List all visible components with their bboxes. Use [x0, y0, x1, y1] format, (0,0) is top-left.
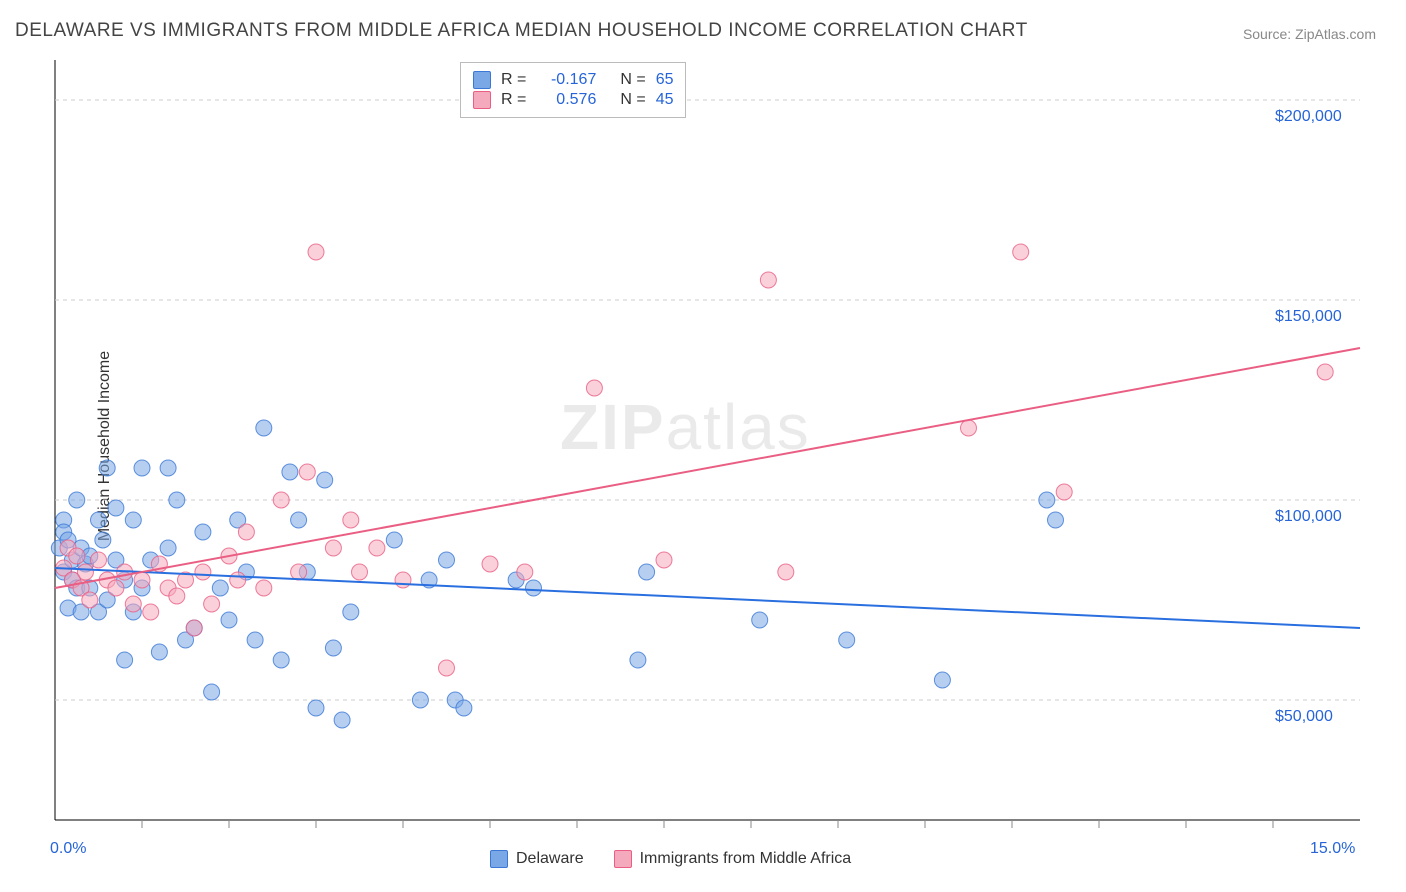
y-tick-label: $200,000 [1275, 108, 1342, 126]
legend-label: Delaware [516, 850, 584, 868]
n-label: N = [620, 71, 645, 89]
y-tick-label: $100,000 [1275, 508, 1342, 526]
series-swatch [473, 91, 491, 109]
correlation-stats-box: R = -0.167 N = 65 R = 0.576 N = 45 [460, 62, 686, 118]
x-max-label: 15.0% [1310, 840, 1355, 858]
legend-bottom: Delaware Immigrants from Middle Africa [490, 850, 851, 868]
n-value: 65 [656, 71, 674, 89]
legend-swatch [490, 850, 508, 868]
legend-swatch [614, 850, 632, 868]
n-label: N = [620, 91, 645, 109]
series-swatch [473, 71, 491, 89]
legend-label: Immigrants from Middle Africa [640, 850, 852, 868]
y-tick-label: $50,000 [1275, 708, 1333, 726]
n-value: 45 [656, 91, 674, 109]
y-tick-label: $150,000 [1275, 308, 1342, 326]
legend-item: Immigrants from Middle Africa [614, 850, 852, 868]
stats-row: R = 0.576 N = 45 [473, 91, 673, 109]
r-value: -0.167 [536, 71, 596, 89]
stats-row: R = -0.167 N = 65 [473, 71, 673, 89]
legend-item: Delaware [490, 850, 584, 868]
x-min-label: 0.0% [50, 840, 86, 858]
r-label: R = [501, 71, 526, 89]
r-value: 0.576 [536, 91, 596, 109]
r-label: R = [501, 91, 526, 109]
scatter-plot [0, 0, 1406, 892]
